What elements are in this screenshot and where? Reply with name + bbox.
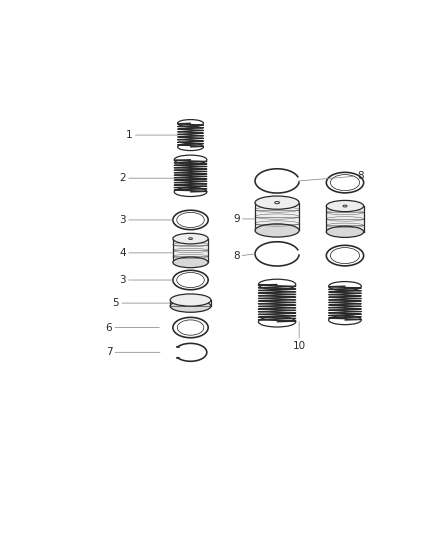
Ellipse shape	[326, 200, 364, 212]
FancyBboxPatch shape	[326, 206, 364, 232]
Text: 3: 3	[119, 275, 173, 285]
Text: 9: 9	[233, 214, 255, 224]
Text: 2: 2	[119, 173, 174, 183]
Text: 8: 8	[299, 171, 364, 181]
Text: 8: 8	[233, 251, 255, 261]
Ellipse shape	[189, 238, 192, 239]
Ellipse shape	[173, 233, 208, 244]
Text: 5: 5	[113, 298, 170, 308]
Ellipse shape	[173, 257, 208, 268]
Text: 1: 1	[126, 130, 178, 140]
Ellipse shape	[170, 294, 211, 306]
FancyBboxPatch shape	[255, 203, 299, 230]
Text: 4: 4	[119, 248, 173, 258]
Ellipse shape	[326, 226, 364, 237]
Text: 6: 6	[106, 322, 159, 333]
Text: 3: 3	[119, 215, 173, 225]
Ellipse shape	[275, 201, 279, 204]
Ellipse shape	[255, 224, 299, 237]
Ellipse shape	[170, 300, 211, 312]
FancyBboxPatch shape	[173, 239, 208, 262]
Text: 7: 7	[106, 348, 160, 357]
Ellipse shape	[343, 205, 347, 207]
Text: 10: 10	[293, 322, 306, 351]
Ellipse shape	[255, 196, 299, 209]
